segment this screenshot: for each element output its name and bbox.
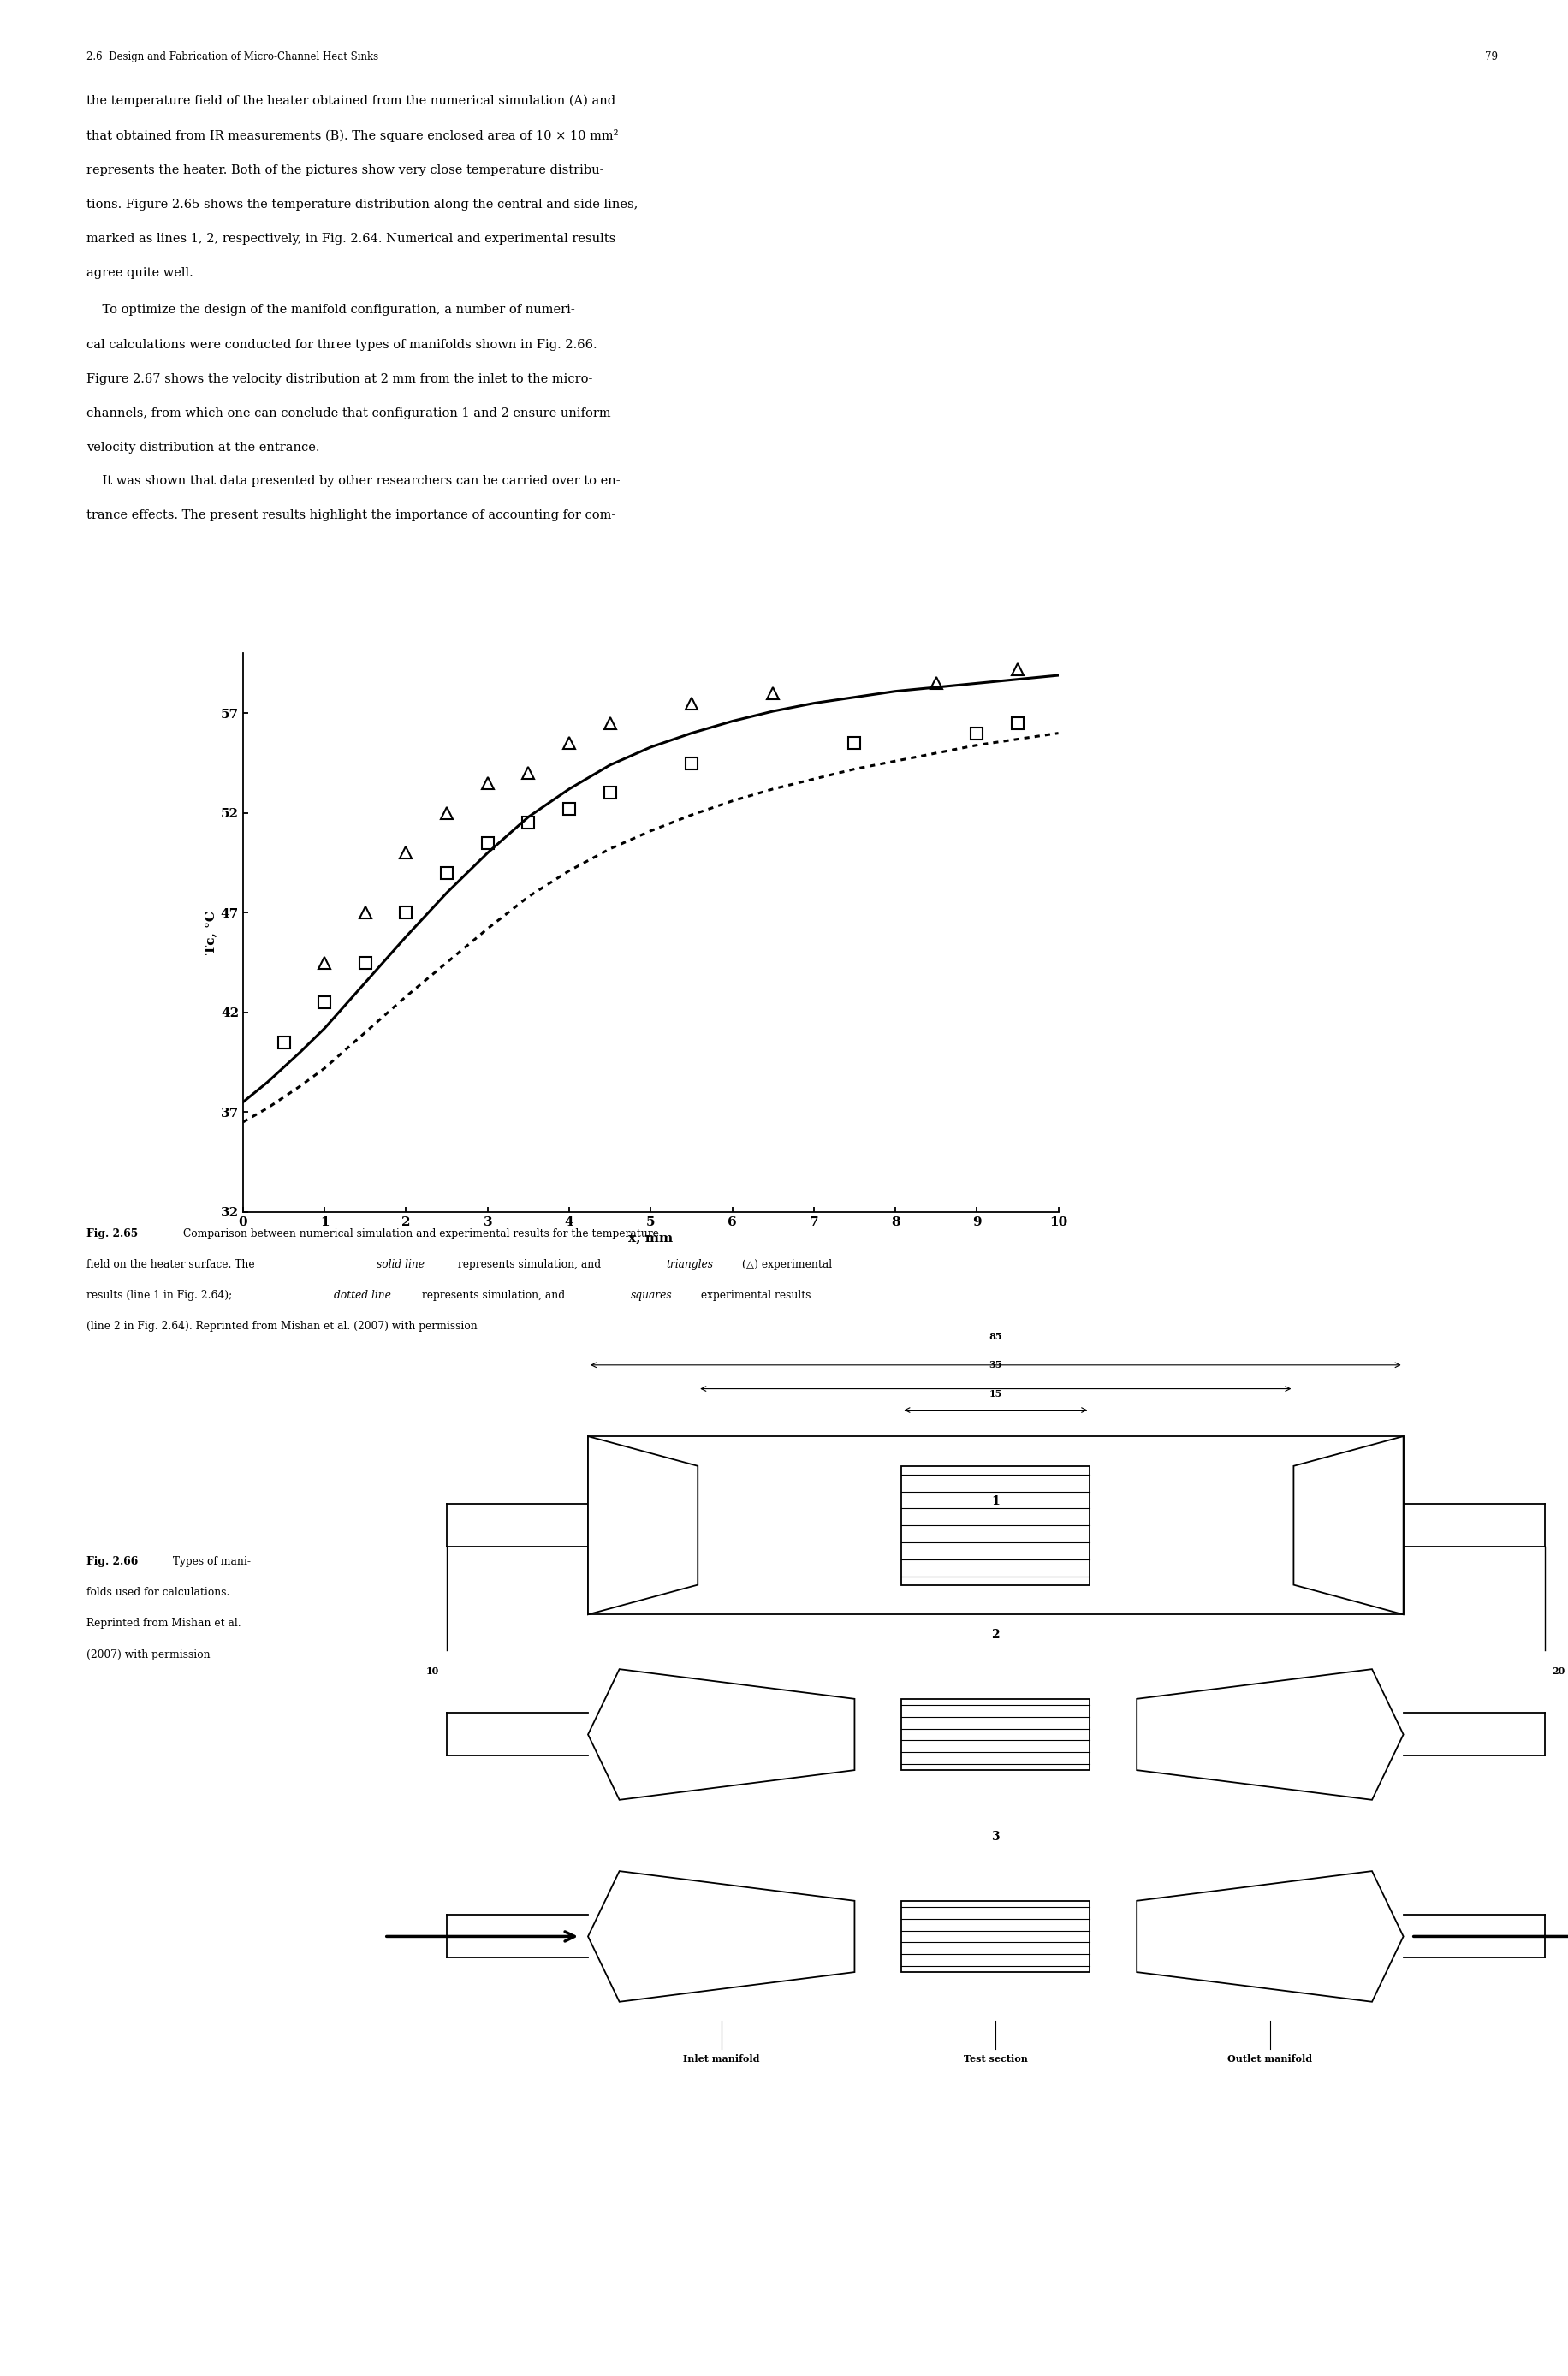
- Text: folds used for calculations.: folds used for calculations.: [86, 1587, 229, 1599]
- Text: 15: 15: [989, 1390, 1002, 1397]
- Text: experimental results: experimental results: [698, 1290, 811, 1302]
- Text: Comparison between numerical simulation and experimental results for the tempera: Comparison between numerical simulation …: [183, 1228, 659, 1240]
- Text: (△) experimental: (△) experimental: [739, 1259, 833, 1271]
- Text: Types of mani-: Types of mani-: [169, 1556, 251, 1568]
- Text: 2.6  Design and Fabrication of Micro-Channel Heat Sinks: 2.6 Design and Fabrication of Micro-Chan…: [86, 50, 378, 62]
- Text: Reprinted from Mishan et al.: Reprinted from Mishan et al.: [86, 1618, 241, 1630]
- Text: 20: 20: [1552, 1668, 1565, 1675]
- Text: 79: 79: [1485, 50, 1497, 62]
- Text: 35: 35: [989, 1361, 1002, 1369]
- Text: Fig. 2.65: Fig. 2.65: [86, 1228, 138, 1240]
- Bar: [902, 1699, 1090, 1770]
- Text: velocity distribution at the entrance.: velocity distribution at the entrance.: [86, 442, 320, 454]
- Text: Fig. 2.66: Fig. 2.66: [86, 1556, 138, 1568]
- X-axis label: x, mm: x, mm: [629, 1231, 673, 1243]
- Text: cal calculations were conducted for three types of manifolds shown in Fig. 2.66.: cal calculations were conducted for thre…: [86, 340, 597, 352]
- Text: 1: 1: [991, 1495, 1000, 1509]
- Text: field on the heater surface. The: field on the heater surface. The: [86, 1259, 257, 1271]
- Text: the temperature field of the heater obtained from the numerical simulation (A) a: the temperature field of the heater obta…: [86, 95, 615, 107]
- Text: Outlet manifold: Outlet manifold: [1228, 2053, 1312, 2062]
- Text: represents simulation, and: represents simulation, and: [419, 1290, 569, 1302]
- Text: To optimize the design of the manifold configuration, a number of numeri-: To optimize the design of the manifold c…: [86, 304, 575, 316]
- Text: 3: 3: [991, 1830, 1000, 1844]
- Text: results (line 1 in Fig. 2.64);: results (line 1 in Fig. 2.64);: [86, 1290, 235, 1302]
- Polygon shape: [588, 1668, 855, 1801]
- Polygon shape: [588, 1435, 698, 1616]
- Text: solid line: solid line: [376, 1259, 425, 1271]
- Bar: [902, 1901, 1090, 1972]
- Text: It was shown that data presented by other researchers can be carried over to en-: It was shown that data presented by othe…: [86, 475, 619, 487]
- Y-axis label: Tᴄ, °C: Tᴄ, °C: [205, 910, 216, 955]
- Text: channels, from which one can conclude that configuration 1 and 2 ensure uniform: channels, from which one can conclude th…: [86, 409, 610, 421]
- Text: that obtained from IR measurements (B). The square enclosed area of 10 × 10 mm²: that obtained from IR measurements (B). …: [86, 128, 618, 143]
- Text: squares: squares: [630, 1290, 673, 1302]
- Text: triangles: triangles: [666, 1259, 713, 1271]
- Text: 2: 2: [991, 1628, 1000, 1639]
- Text: (2007) with permission: (2007) with permission: [86, 1649, 210, 1661]
- Text: Test section: Test section: [964, 2053, 1027, 2062]
- Text: tions. Figure 2.65 shows the temperature distribution along the central and side: tions. Figure 2.65 shows the temperature…: [86, 200, 638, 211]
- Polygon shape: [1137, 1668, 1403, 1801]
- Text: represents the heater. Both of the pictures show very close temperature distribu: represents the heater. Both of the pictu…: [86, 164, 604, 176]
- Polygon shape: [1294, 1435, 1403, 1616]
- Text: 85: 85: [989, 1333, 1002, 1340]
- Text: agree quite well.: agree quite well.: [86, 268, 193, 280]
- Bar: [902, 1466, 1090, 1585]
- Text: represents simulation, and: represents simulation, and: [455, 1259, 605, 1271]
- Polygon shape: [1137, 1872, 1403, 2001]
- Polygon shape: [588, 1872, 855, 2001]
- Text: trance effects. The present results highlight the importance of accounting for c: trance effects. The present results high…: [86, 511, 615, 523]
- Text: 10: 10: [426, 1668, 439, 1675]
- Text: Figure 2.67 shows the velocity distribution at 2 mm from the inlet to the micro-: Figure 2.67 shows the velocity distribut…: [86, 373, 593, 385]
- Text: marked as lines 1, 2, respectively, in Fig. 2.64. Numerical and experimental res: marked as lines 1, 2, respectively, in F…: [86, 233, 615, 245]
- Text: (line 2 in Fig. 2.64). Reprinted from Mishan et al. (2007) with permission: (line 2 in Fig. 2.64). Reprinted from Mi…: [86, 1321, 477, 1333]
- Text: dotted line: dotted line: [334, 1290, 392, 1302]
- Text: Inlet manifold: Inlet manifold: [684, 2053, 759, 2062]
- Bar: [588, 1435, 1403, 1616]
